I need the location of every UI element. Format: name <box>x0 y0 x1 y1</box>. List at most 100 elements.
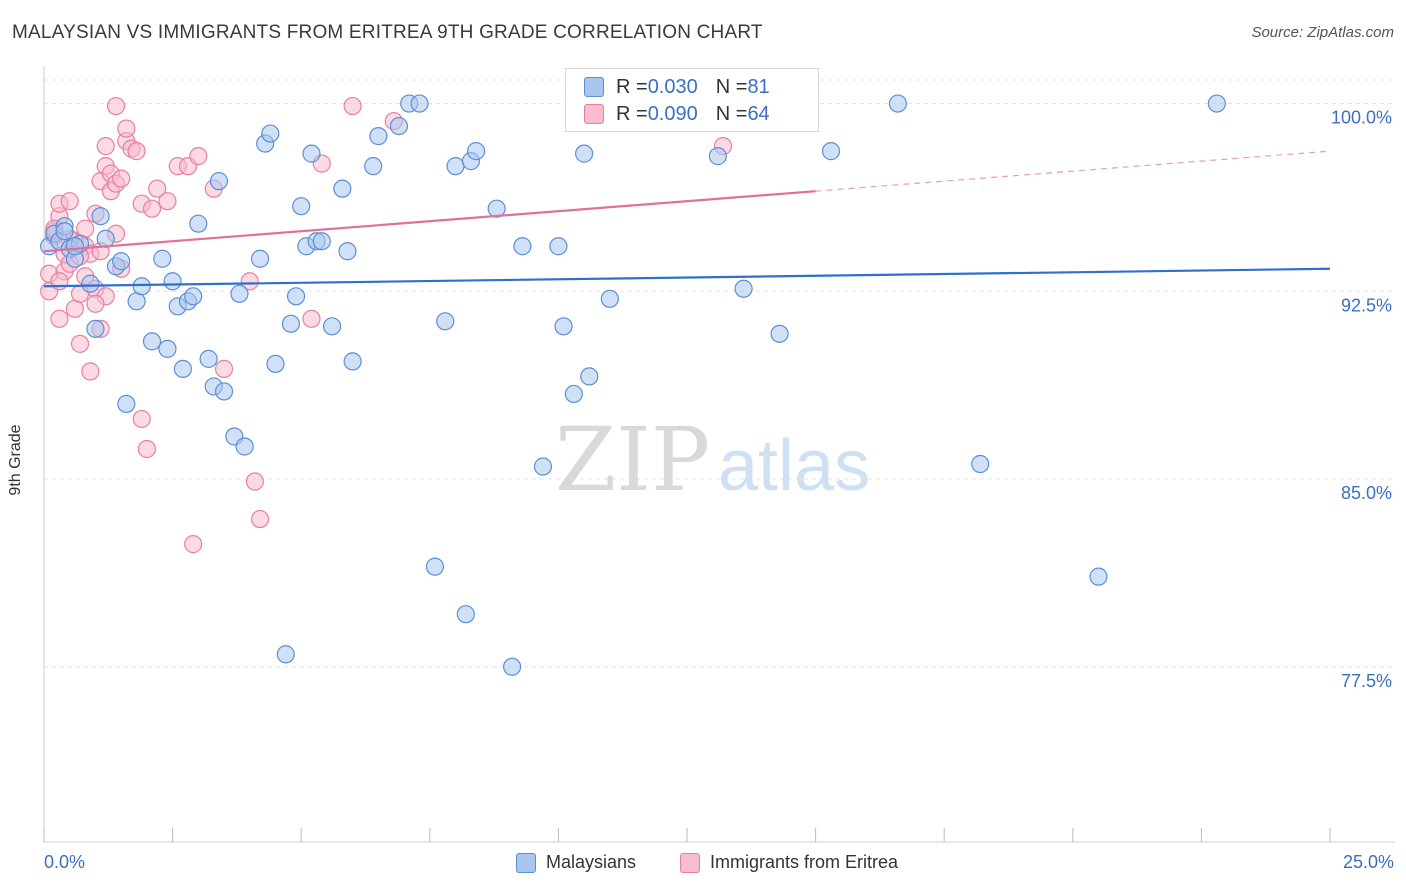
malaysians-point <box>189 214 208 233</box>
eritrea-point <box>302 309 321 328</box>
eritrea-point <box>158 192 177 211</box>
gridlines <box>44 79 1395 668</box>
malaysians-point <box>153 249 172 268</box>
legend-r-label: R = <box>616 75 648 98</box>
legend-n-label: N = <box>715 75 748 98</box>
legend-swatch-pink <box>584 104 604 124</box>
eritrea-point <box>132 409 151 429</box>
malaysians-point <box>158 339 177 358</box>
malaysians-point <box>466 142 486 161</box>
watermark-atlas: atlas <box>718 426 870 506</box>
malaysians-point <box>564 384 583 404</box>
eritrea-point <box>127 142 146 161</box>
eritrea-point <box>189 147 208 166</box>
malaysians-point <box>369 126 388 146</box>
y-tick-label: 100.0% <box>1331 108 1392 128</box>
malaysians-point <box>91 207 110 226</box>
legend-swatch-blue <box>584 77 604 97</box>
malaysians-point <box>821 142 841 161</box>
eritrea-point <box>343 96 362 116</box>
malaysians-point <box>127 292 146 311</box>
malaysians-point <box>142 332 162 351</box>
eritrea-point <box>137 439 156 459</box>
malaysians-point <box>888 94 908 113</box>
eritrea-point <box>250 509 270 529</box>
eritrea-point <box>148 179 167 198</box>
malaysians-point <box>971 454 990 474</box>
malaysians-point <box>230 284 249 303</box>
x-tick-label-max: 25.0% <box>1342 852 1394 872</box>
malaysians-point <box>214 382 234 401</box>
malaysians-point <box>600 289 619 308</box>
y-tick-labels: 77.5% 85.0% 92.5% 100.0% <box>1331 108 1392 691</box>
malaysians-point <box>286 287 306 306</box>
chart-title: MALAYSIAN VS IMMIGRANTS FROM ERITREA 9TH… <box>12 22 763 43</box>
malaysians-trend-line <box>43 267 1331 288</box>
malaysians-point <box>235 437 254 456</box>
eritrea-point <box>184 535 203 554</box>
malaysians-point <box>333 179 352 198</box>
eritrea-point <box>70 334 90 353</box>
malaysians-point <box>266 354 285 373</box>
malaysians-point <box>184 287 203 306</box>
eritrea-trend-line <box>43 190 816 253</box>
eritrea-point <box>96 137 115 156</box>
legend-n-label: N = <box>715 102 748 125</box>
eritrea-point <box>142 199 162 218</box>
malaysians-point <box>1089 567 1108 586</box>
malaysians-point <box>554 317 573 336</box>
legend-row-malaysians: R = 0.030 N = 81 <box>584 75 770 99</box>
malaysians-point <box>173 359 192 378</box>
malaysians-point <box>770 324 789 343</box>
source-label: Source: ZipAtlas.com <box>1251 24 1394 41</box>
legend-n-value: 64 <box>747 102 770 125</box>
malaysians-point <box>410 94 429 113</box>
series-legend: Malaysians Immigrants from Eritrea <box>0 852 1406 876</box>
malaysians-point <box>708 147 727 166</box>
malaysians-point <box>734 279 753 298</box>
malaysians-point <box>281 314 301 333</box>
malaysians-point <box>261 124 280 143</box>
watermark: ZIP atlas <box>555 408 870 511</box>
trend-lines <box>43 150 1331 288</box>
malaysians-point <box>55 222 74 241</box>
y-tick-label: 77.5% <box>1341 671 1392 691</box>
malaysians-point <box>96 229 115 248</box>
malaysians-point <box>575 144 594 163</box>
malaysians-point <box>65 237 84 256</box>
legend-swatch-blue <box>516 852 536 873</box>
malaysians-point <box>112 252 131 271</box>
legend-label-eritrea: Immigrants from Eritrea <box>710 852 899 872</box>
malaysians-point <box>338 242 357 261</box>
eritrea-point <box>117 119 136 138</box>
malaysians-point <box>163 272 182 291</box>
legend-item-eritrea[interactable]: Immigrants from Eritrea <box>680 852 898 873</box>
x-tick-label-min: 0.0% <box>44 852 86 872</box>
legend-r-value: 0.030 <box>647 75 698 98</box>
correlation-legend: R = 0.030 N = 81 R = 0.090 N = 64 <box>565 68 819 132</box>
eritrea-point <box>60 192 79 211</box>
malaysians-point <box>117 394 136 414</box>
legend-swatch-pink <box>680 852 700 873</box>
eritrea-point <box>76 219 95 238</box>
eritrea-point <box>81 362 100 381</box>
eritrea-point <box>214 359 234 378</box>
malaysians-point <box>343 352 362 371</box>
malaysians-point <box>436 312 455 331</box>
y-tick-label: 92.5% <box>1341 295 1392 315</box>
malaysians-point <box>86 319 105 338</box>
eritrea-point <box>245 472 265 491</box>
malaysians-point <box>209 172 228 191</box>
legend-r-value: 0.090 <box>647 102 698 125</box>
malaysians-point <box>302 144 321 163</box>
eritrea-point <box>106 96 126 116</box>
eritrea-trend-extension <box>815 150 1331 192</box>
malaysians-point <box>513 237 532 256</box>
malaysians-point <box>446 157 465 176</box>
eritrea-point <box>240 272 259 291</box>
malaysians-point <box>81 274 100 293</box>
malaysians-point <box>276 645 295 664</box>
legend-item-malaysians[interactable]: Malaysians <box>516 852 636 873</box>
malaysians-point <box>487 199 506 218</box>
